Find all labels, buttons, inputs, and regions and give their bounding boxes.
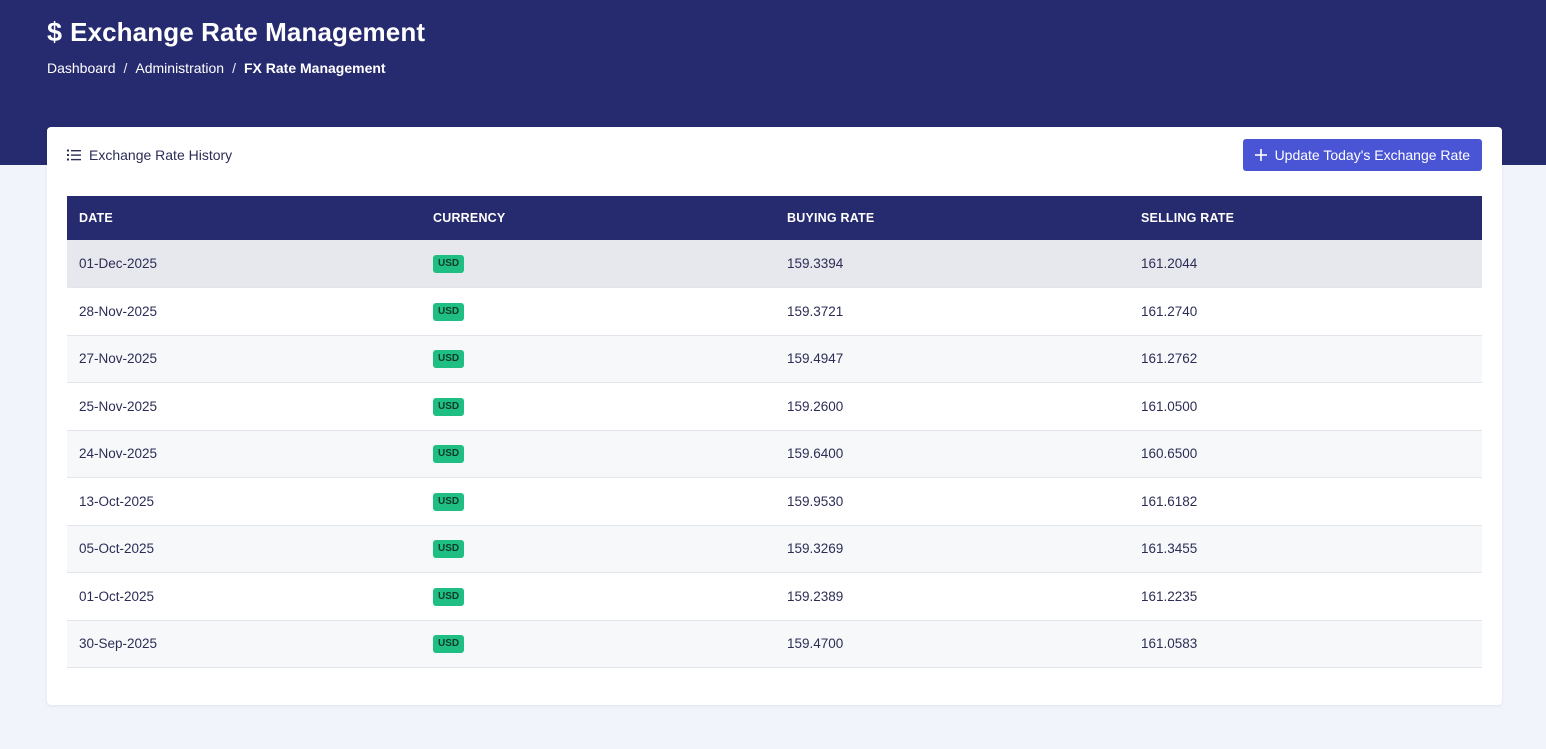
selling-rate-cell: 161.2740 (1141, 303, 1198, 319)
breadcrumb-administration[interactable]: Administration (135, 60, 225, 76)
buying-rate-cell: 159.2600 (787, 398, 844, 414)
selling-rate-cell: 160.6500 (1141, 446, 1198, 462)
table-row: 30-Sep-2025 USD 159.4700 161.0583 (67, 620, 1482, 668)
currency-badge: USD (433, 635, 465, 654)
table-row: 28-Nov-2025 USD 159.3721 161.2740 (67, 287, 1482, 336)
date-cell: 01-Dec-2025 (79, 256, 158, 271)
selling-rate-cell: 161.6182 (1141, 493, 1198, 509)
page-title: $ Exchange Rate Management (47, 17, 425, 48)
breadcrumb: Dashboard / Administration / FX Rate Man… (47, 60, 386, 76)
table-row: 13-Oct-2025 USD 159.9530 161.6182 (67, 477, 1482, 526)
table-row: 25-Nov-2025 USD 159.2600 161.0500 (67, 382, 1482, 431)
table-row: 01-Dec-2025 USD 159.3394 161.2044 (67, 240, 1482, 288)
selling-rate-cell: 161.0500 (1141, 398, 1198, 414)
selling-rate-cell: 161.3455 (1141, 541, 1198, 557)
table-header-row: DATE CURRENCY BUYING RATE SELLING RATE (67, 196, 1482, 240)
currency-badge: USD (433, 587, 465, 606)
date-cell: 01-Oct-2025 (79, 588, 155, 604)
currency-badge: USD (433, 350, 465, 369)
date-cell: 28-Nov-2025 (79, 303, 158, 319)
breadcrumb-separator: / (232, 60, 236, 76)
buying-rate-cell: 159.4700 (787, 636, 844, 652)
buying-rate-cell: 159.3394 (787, 256, 844, 271)
date-cell: 05-Oct-2025 (79, 541, 155, 557)
update-button-label: Update Today's Exchange Rate (1274, 147, 1470, 163)
date-cell: 25-Nov-2025 (79, 398, 158, 414)
selling-rate-cell: 161.0583 (1141, 636, 1198, 652)
currency-cell: USD (421, 383, 775, 431)
buying-rate-cell: 159.3721 (787, 303, 844, 319)
card-title: Exchange Rate History (67, 147, 232, 163)
list-icon (67, 149, 81, 161)
date-cell: 30-Sep-2025 (79, 636, 158, 652)
currency-badge: USD (433, 445, 465, 464)
column-header-currency: CURRENCY (433, 211, 506, 225)
buying-rate-cell: 159.2389 (787, 588, 844, 604)
currency-cell: USD (421, 620, 775, 668)
page-title-text: Exchange Rate Management (70, 17, 426, 47)
date-cell: 24-Nov-2025 (79, 446, 158, 462)
exchange-rate-history-card: Exchange Rate History Update Today's Exc… (47, 127, 1502, 705)
update-exchange-rate-button[interactable]: Update Today's Exchange Rate (1242, 139, 1482, 171)
currency-cell: USD (421, 478, 775, 526)
date-cell: 13-Oct-2025 (79, 493, 155, 509)
currency-cell: USD (421, 430, 775, 478)
currency-cell: USD (421, 335, 775, 383)
breadcrumb-current: FX Rate Management (243, 60, 386, 76)
selling-rate-cell: 161.2235 (1141, 588, 1198, 604)
card-title-text: Exchange Rate History (89, 147, 233, 163)
table-row: 24-Nov-2025 USD 159.6400 160.6500 (67, 430, 1482, 478)
breadcrumb-dashboard[interactable]: Dashboard (47, 60, 116, 76)
card-header: Exchange Rate History Update Today's Exc… (67, 139, 1482, 171)
selling-rate-cell: 161.2762 (1141, 351, 1198, 367)
plus-icon (1254, 149, 1267, 161)
currency-cell: USD (421, 288, 775, 336)
column-header-date: DATE (79, 211, 113, 225)
currency-cell: USD (421, 573, 775, 621)
column-header-buying-rate: BUYING RATE (787, 211, 875, 225)
currency-cell: USD (421, 525, 775, 573)
currency-badge: USD (433, 492, 465, 511)
buying-rate-cell: 159.9530 (787, 493, 844, 509)
currency-badge: USD (433, 397, 465, 416)
dollar-icon: $ (47, 17, 63, 47)
breadcrumb-separator: / (123, 60, 128, 76)
table-row: 05-Oct-2025 USD 159.3269 161.3455 (67, 525, 1482, 573)
column-header-selling-rate: SELLING RATE (1141, 211, 1235, 225)
currency-badge: USD (433, 540, 465, 559)
exchange-rate-table: DATE CURRENCY BUYING RATE SELLING RATE 0… (67, 196, 1482, 668)
selling-rate-cell: 161.2044 (1141, 256, 1198, 271)
buying-rate-cell: 159.4947 (787, 351, 844, 367)
date-cell: 27-Nov-2025 (79, 351, 158, 367)
table-row: 01-Oct-2025 USD 159.2389 161.2235 (67, 572, 1482, 621)
buying-rate-cell: 159.6400 (787, 446, 844, 462)
currency-badge: USD (433, 255, 465, 273)
table-row: 27-Nov-2025 USD 159.4947 161.2762 (67, 335, 1482, 383)
currency-badge: USD (433, 302, 465, 321)
buying-rate-cell: 159.3269 (787, 541, 844, 557)
currency-cell: USD (421, 240, 775, 288)
